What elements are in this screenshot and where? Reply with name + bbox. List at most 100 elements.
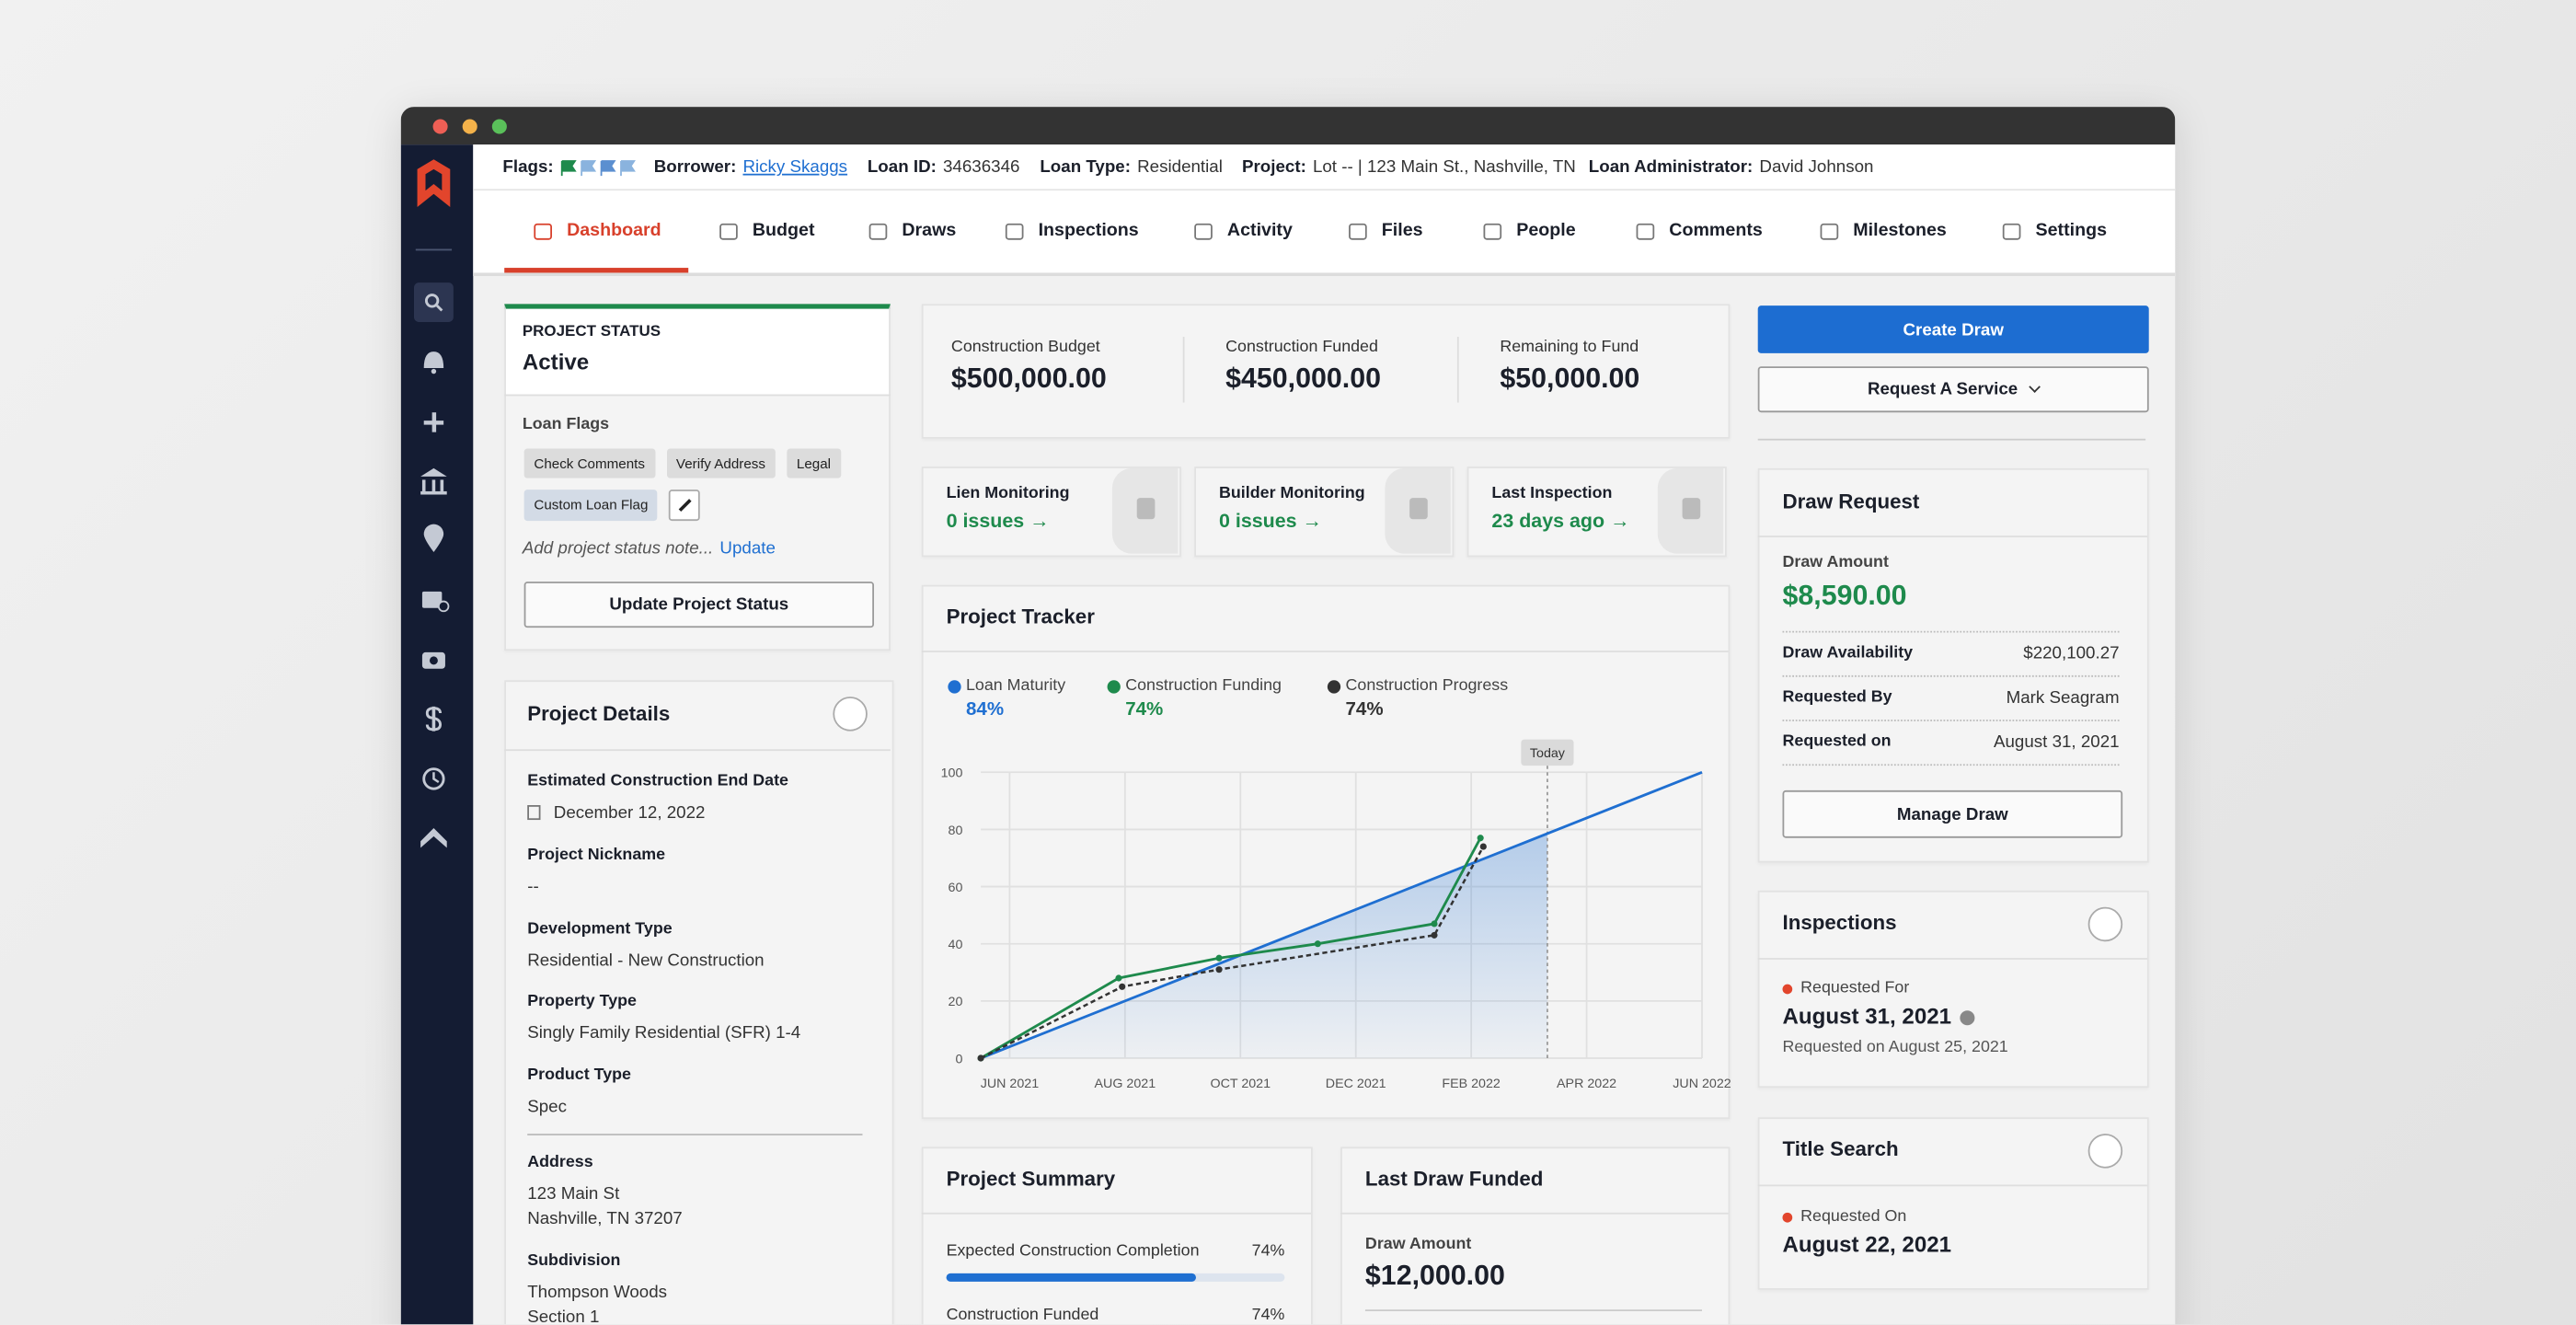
last-draw-amount-label: Draw Amount [1364, 1235, 1472, 1254]
tracker-card [921, 584, 1731, 1120]
header-value: Lot -- | 123 Main St., Nashville, TN [1312, 156, 1576, 178]
logo[interactable] [417, 159, 451, 207]
header-label: Flags: [502, 156, 554, 178]
request-service-button[interactable]: Request A Service [1757, 366, 2149, 413]
minimize-dot[interactable] [462, 119, 477, 134]
legend-dot [1107, 680, 1121, 694]
more-button[interactable] [833, 697, 868, 732]
monitoring-icon [1682, 498, 1701, 520]
tracker-title: Project Tracker [946, 605, 1095, 629]
nav-tab[interactable]: Comments [1669, 221, 1763, 241]
inspection-status: Requested For [1800, 979, 1910, 997]
manage-draw-button[interactable]: Manage Draw [1782, 789, 2123, 838]
monitoring-value[interactable]: 0 issues → [946, 509, 1050, 533]
close-dot[interactable] [432, 119, 448, 134]
detail-value: Singly Family Residential (SFR) 1-4 [527, 1022, 801, 1043]
loan-flags: Check Comments Verify Address Legal Custom … [523, 448, 878, 522]
divider [1364, 1309, 1702, 1311]
nav-icon [534, 223, 552, 240]
loan-flag-chip[interactable]: Legal [787, 448, 841, 478]
monitoring-label: Last Inspection [1491, 484, 1613, 503]
nav-icon [719, 223, 738, 240]
detail-value: Thompson Woods [527, 1283, 668, 1303]
divider [504, 749, 891, 752]
nav-tab[interactable]: Budget [752, 221, 815, 241]
monitoring-value[interactable]: 23 days ago → [1491, 509, 1630, 533]
inspections-title: Inspections [1782, 911, 1897, 935]
edit-flags-button[interactable] [669, 490, 701, 522]
dotted-divider [1782, 630, 2120, 633]
title-search-title: Title Search [1782, 1137, 1899, 1161]
header-label: Project: [1241, 156, 1306, 178]
monitoring-value[interactable]: 0 issues → [1218, 509, 1322, 533]
nav-tab[interactable]: Activity [1226, 221, 1293, 241]
create-draw-button[interactable]: Create Draw [1757, 305, 2149, 353]
divider [527, 1134, 863, 1135]
divider [921, 651, 1729, 652]
nav-icon [2002, 223, 2021, 240]
nav-tab[interactable]: Dashboard [567, 221, 661, 241]
nav-icon [1005, 223, 1024, 240]
loan-flag-chip[interactable]: Check Comments [523, 448, 655, 478]
update-status-button[interactable]: Update Project Status [523, 582, 874, 628]
header-label: Loan Administrator: [1588, 156, 1754, 178]
draw-row-label: Draw Availability [1782, 643, 1914, 662]
budget-card [921, 304, 1731, 439]
nav-icon [1194, 223, 1213, 240]
detail-label: Project Nickname [527, 846, 666, 865]
more-button[interactable] [2087, 1134, 2123, 1169]
details-title: Project Details [527, 702, 671, 726]
detail-label: Subdivision [527, 1251, 621, 1271]
sidebar-icons[interactable] [420, 294, 450, 848]
loan-flag-chip[interactable]: Custom Loan Flag [523, 490, 659, 522]
inspection-date: August 31, 2021 [1782, 1003, 1952, 1029]
nav-bar [473, 190, 2176, 276]
legend-dot [948, 680, 961, 694]
loan-flag-chip[interactable]: Verify Address [666, 448, 776, 478]
calendar-icon [527, 804, 541, 821]
nav-tab[interactable]: Settings [2035, 221, 2108, 241]
status-dot [1782, 984, 1793, 995]
nav-icon [1349, 223, 1367, 240]
note-link[interactable]: Update [719, 538, 776, 559]
legend-stat: 84% [965, 699, 1005, 720]
title-bar [400, 107, 2176, 145]
info-icon [1960, 1010, 1975, 1026]
budget-value: $500,000.00 [950, 363, 1107, 395]
status-header-bg [505, 308, 890, 395]
nav-icon [868, 223, 888, 240]
nav-tab[interactable]: Draws [902, 221, 957, 241]
note-placeholder: Add project status note... [522, 538, 714, 559]
status-note: Add project status note... Update [523, 538, 776, 559]
progress-bar [946, 1273, 1197, 1282]
summary-label: Construction Funded [946, 1306, 1099, 1325]
nav-icon [1820, 223, 1839, 240]
draw-request-title: Draw Request [1782, 490, 1920, 514]
zoom-dot[interactable] [491, 119, 507, 134]
inspections-card [1757, 890, 2149, 1089]
monitoring-icon [1136, 498, 1156, 520]
legend-name: Construction Progress [1345, 676, 1509, 696]
divider [921, 1212, 1311, 1215]
search-highlight[interactable] [413, 282, 454, 322]
nav-icon [1483, 223, 1502, 240]
more-button[interactable] [2087, 906, 2123, 942]
detail-value: December 12, 2022 [553, 802, 706, 824]
legend-name: Construction Funding [1125, 676, 1282, 696]
summary-title: Project Summary [946, 1167, 1116, 1191]
divider [504, 394, 891, 397]
nav-tab[interactable]: People [1516, 221, 1576, 241]
detail-value: Residential - New Construction [527, 951, 765, 971]
last-draw-title: Last Draw Funded [1364, 1167, 1544, 1191]
summary-value: 74% [1251, 1306, 1285, 1325]
nav-tab[interactable]: Milestones [1853, 221, 1947, 241]
dotted-divider [1782, 674, 2120, 677]
nav-tab[interactable]: Files [1381, 221, 1423, 241]
header-value[interactable]: Ricky Skaggs [742, 156, 848, 178]
nav-tab[interactable]: Inspections [1038, 221, 1139, 241]
detail-value: -- [527, 877, 539, 897]
active-tab-underline [504, 268, 689, 273]
title-search-card [1757, 1117, 2149, 1290]
